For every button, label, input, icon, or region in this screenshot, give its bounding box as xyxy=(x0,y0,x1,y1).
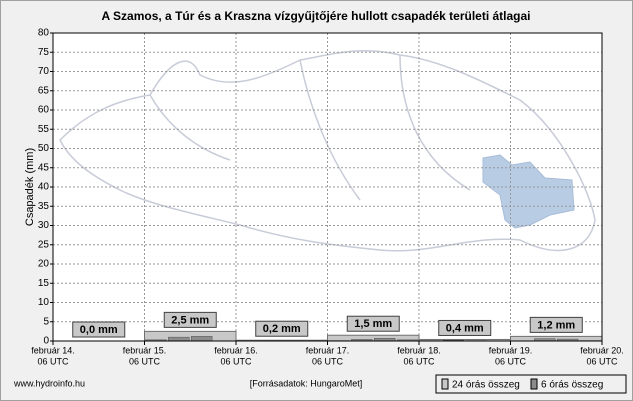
x-tick-sublabel: 06 UTC xyxy=(495,356,527,366)
x-tick-sublabel: 06 UTC xyxy=(220,356,252,366)
legend-label: 24 órás összeg xyxy=(452,380,520,391)
value-label: 1,2 mm xyxy=(537,319,575,331)
bar-24h xyxy=(144,330,237,342)
y-tick-label: 55 xyxy=(38,124,50,135)
value-label: 1,5 mm xyxy=(354,318,392,330)
x-tick-sublabel: 06 UTC xyxy=(312,356,344,366)
bar-24h xyxy=(510,335,603,342)
y-tick-label: 75 xyxy=(38,47,50,58)
value-label: 2,5 mm xyxy=(171,314,209,326)
value-label-box xyxy=(163,311,217,328)
y-tick-label: 10 xyxy=(38,297,50,308)
y-tick-label: 35 xyxy=(38,201,50,212)
x-tick-label: február 17. xyxy=(306,345,350,355)
y-tick-label: 80 xyxy=(38,28,50,39)
value-label-box xyxy=(438,319,492,336)
legend-swatch xyxy=(441,378,449,390)
y-tick-label: 65 xyxy=(38,85,50,96)
x-tick-label: február 16. xyxy=(214,345,258,355)
legend-label: 6 órás összeg xyxy=(541,380,603,391)
x-tick-label: február 15. xyxy=(123,345,167,355)
value-label-box xyxy=(346,315,400,332)
x-tick-sublabel: 06 UTC xyxy=(586,356,618,366)
bar-6h xyxy=(168,336,190,342)
x-tick-sublabel: 06 UTC xyxy=(403,356,435,366)
value-label: 0,0 mm xyxy=(80,324,118,336)
x-tick-sublabel: 06 UTC xyxy=(129,356,161,366)
bar-6h xyxy=(191,336,213,342)
y-tick-label: 5 xyxy=(43,316,49,327)
y-tick-label: 45 xyxy=(38,162,50,173)
y-tick-label: 40 xyxy=(38,182,50,193)
y-tick-label: 0 xyxy=(43,336,49,347)
chart-title: A Szamos, a Túr és a Kraszna vízgyűjtőjé… xyxy=(101,9,530,23)
x-tick-label: február 14. xyxy=(31,345,75,355)
basin-highlight xyxy=(482,154,575,229)
x-tick-sublabel: 06 UTC xyxy=(37,356,69,366)
footer-center: [Forrásadatok: HungaroMet] xyxy=(250,378,363,388)
map-background xyxy=(59,50,596,252)
y-tick-label: 60 xyxy=(38,105,50,116)
axis-frame xyxy=(52,32,603,342)
value-label: 0,2 mm xyxy=(263,323,301,335)
y-tick-label: 15 xyxy=(38,278,50,289)
y-tick-label: 20 xyxy=(38,259,50,270)
value-label: 0,4 mm xyxy=(446,322,484,334)
legend-swatch xyxy=(530,378,538,390)
x-tick-label: február 20. xyxy=(580,345,624,355)
y-axis-label: Csapadék (mm) xyxy=(24,148,36,226)
y-tick-label: 70 xyxy=(38,66,50,77)
y-tick-label: 30 xyxy=(38,220,50,231)
y-tick-label: 25 xyxy=(38,239,50,250)
footer-left: www.hydroinfo.hu xyxy=(13,378,85,388)
x-tick-label: február 18. xyxy=(397,345,441,355)
x-tick-label: február 19. xyxy=(489,345,533,355)
value-label-box xyxy=(255,320,309,337)
y-tick-label: 50 xyxy=(38,143,50,154)
value-label-box xyxy=(72,321,126,338)
value-label-box xyxy=(529,316,583,333)
